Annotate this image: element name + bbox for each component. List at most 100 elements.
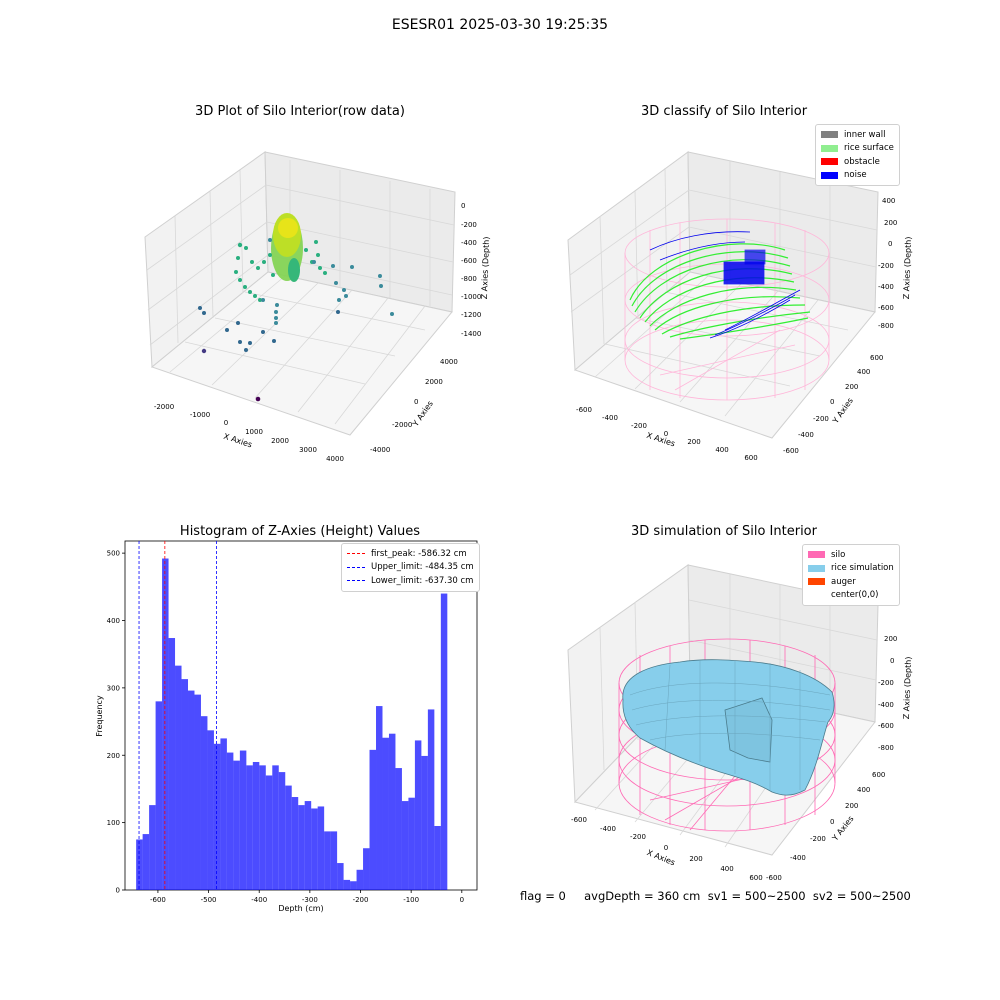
legend-label: inner wall	[844, 129, 886, 140]
histogram-bar	[330, 831, 338, 890]
raw-y-tick: 0	[414, 398, 418, 406]
simulation-y-tick: 600	[872, 771, 885, 779]
histogram-chart: -600 -500 -400 -300 -200 -100 0 0 100 200 300 400 5…	[95, 540, 478, 913]
histogram-bar	[233, 760, 240, 890]
raw-z-tick: -200	[461, 221, 477, 229]
legend-label: noise	[844, 170, 867, 181]
simulation-x-label: X Axies	[646, 848, 677, 867]
raw-z-tick: -1200	[461, 311, 481, 319]
classify-x-tick: 0	[664, 430, 668, 438]
raw-3d-points	[198, 213, 394, 402]
histogram-bar	[304, 801, 312, 890]
histogram-x-tick-label: -300	[302, 896, 318, 904]
histogram-bar	[388, 733, 396, 890]
classify-noise	[649, 231, 801, 339]
histogram-bar	[278, 772, 286, 890]
classify-x-tick: -200	[631, 422, 647, 430]
histogram-bar	[324, 831, 331, 890]
classify-3d-x-ticks: -600 -400 -200 0 200 400 600	[576, 406, 758, 462]
simulation-y-tick: -400	[790, 854, 806, 862]
raw-x-tick: 3000	[299, 446, 317, 454]
raw-x-tick: 2000	[271, 437, 289, 445]
histogram-bar	[311, 808, 318, 890]
histogram-bar	[395, 768, 402, 890]
legend-label: rice simulation	[831, 563, 894, 574]
legend-label: silo	[831, 549, 846, 560]
legend-item: noise	[821, 169, 894, 183]
histogram-bar	[220, 738, 227, 890]
histogram-bar	[200, 716, 208, 890]
histogram-x-tick-label: -600	[150, 896, 166, 904]
classify-x-tick: 400	[715, 446, 728, 454]
raw-x-tick: -2000	[154, 403, 174, 411]
histogram-bar	[285, 785, 292, 890]
classify-y-tick: 0	[830, 398, 834, 406]
histogram-bar	[181, 679, 189, 890]
legend-line	[347, 566, 365, 568]
histogram-x-ticks: -600 -500 -400 -300 -200 -100 0	[150, 890, 464, 904]
classify-y-tick: -200	[813, 415, 829, 423]
histogram-bar	[440, 593, 448, 890]
figure-title: ESESR01 2025-03-30 19:25:35	[391, 17, 609, 33]
legend-label: Lower_limit: -637.30 cm	[371, 575, 474, 586]
histogram-y-tick-label: 200	[107, 752, 120, 760]
legend-label: rice surface	[844, 143, 894, 154]
classify-3d-panes	[567, 151, 879, 439]
simulation-3d-y-ticks: -600 -400 -200 0 200 400 600	[766, 771, 885, 882]
classify-y-tick: -600	[783, 447, 799, 455]
legend-swatch	[821, 144, 838, 152]
simulation-y-tick: 400	[857, 786, 870, 794]
histogram-bar	[298, 805, 305, 890]
legend-line	[347, 580, 365, 582]
legend-item: auger	[808, 575, 894, 589]
raw-3d-x-ticks: -2000 -1000 0 1000 2000 3000 4000	[154, 403, 344, 463]
raw-y-tick: -2000	[392, 421, 412, 429]
legend-item: Upper_limit: -484.35 cm	[347, 561, 474, 575]
classify-y-tick: 600	[870, 354, 883, 362]
legend-swatch	[821, 171, 838, 179]
simulation-z-tick: 200	[884, 635, 897, 643]
histogram-bar	[188, 690, 195, 890]
simulation-legend: silo rice simulation auger center(0,0)	[802, 544, 900, 606]
simulation-x-tick: 600	[749, 874, 762, 882]
histogram-bar	[207, 730, 214, 890]
histogram-bar	[259, 765, 266, 890]
classify-z-tick: 400	[882, 197, 895, 205]
raw-y-tick: -4000	[370, 446, 390, 454]
histogram-bar	[363, 848, 370, 890]
histogram-x-tick-label: -400	[251, 896, 267, 904]
legend-label: obstacle	[844, 156, 880, 167]
histogram-y-tick-label: 400	[107, 617, 120, 625]
simulation-x-tick: -400	[600, 825, 616, 833]
histogram-bar	[168, 638, 176, 890]
raw-x-tick: 4000	[326, 455, 344, 463]
classify-z-label: Z Axies (Depth)	[902, 236, 913, 299]
legend-item: Lower_limit: -637.30 cm	[347, 574, 474, 588]
histogram-x-tick-label: 0	[460, 896, 464, 904]
histogram-x-tick-label: -500	[201, 896, 217, 904]
histogram-bar	[272, 765, 279, 890]
histogram-bar	[434, 825, 441, 890]
simulation-3d-x-ticks: -600 -400 -200 0 200 400 600	[571, 816, 763, 882]
classify-z-tick: -200	[878, 262, 894, 270]
histogram-bar	[414, 740, 422, 890]
simulation-3d-plot: -600 -400 -200 0 200 400 600 X Axies -60…	[567, 564, 913, 882]
classify-plot-title: 3D classify of Silo Interior	[640, 104, 808, 119]
histogram-y-tick-label: 500	[107, 550, 120, 558]
legend-item: obstacle	[821, 155, 894, 169]
legend-swatch	[808, 578, 825, 586]
simulation-x-tick: -600	[571, 816, 587, 824]
legend-item: center(0,0)	[808, 589, 894, 603]
histogram-bar	[162, 558, 169, 890]
classify-z-tick: 0	[888, 240, 892, 248]
histogram-bar	[265, 775, 273, 890]
simulation-3d-z-ticks: 200 0 -200 -400 -600 -800	[878, 635, 897, 752]
histogram-title: Histogram of Z-Axies (Height) Values	[179, 524, 421, 539]
legend-line	[347, 553, 365, 555]
raw-z-tick: -1000	[461, 293, 481, 301]
histogram-bar	[343, 879, 351, 890]
histogram-bar	[401, 801, 409, 890]
histogram-x-label: Depth (cm)	[278, 904, 323, 913]
classify-3d-plot: -600 -400 -200 0 200 400 600 X Axies -60…	[567, 151, 913, 462]
classify-3d-z-ticks: 400 200 0 -200 -400 -600 -800	[878, 197, 897, 330]
